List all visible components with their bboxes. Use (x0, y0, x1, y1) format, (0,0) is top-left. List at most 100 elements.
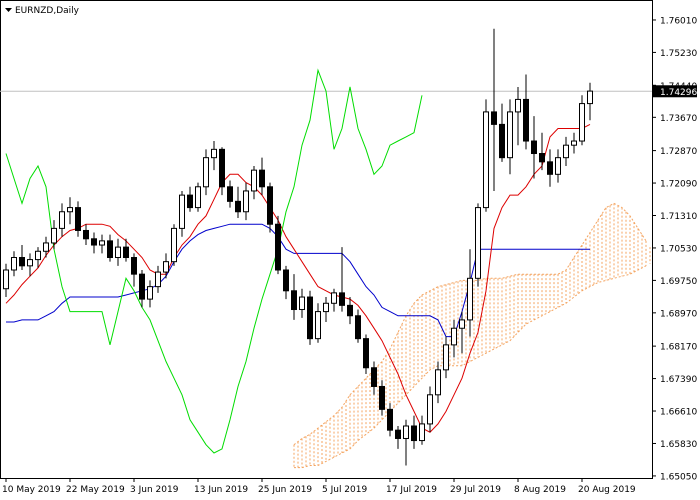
candle (579, 95, 585, 146)
candle-body (91, 238, 97, 246)
candle-body (499, 123, 505, 159)
tenkan-sen-line (5, 123, 591, 433)
candle-body (179, 194, 185, 229)
candle-body (51, 227, 57, 244)
candle-body (315, 311, 321, 340)
candle (275, 215, 281, 275)
candle-body (379, 385, 385, 410)
candle (283, 265, 289, 300)
candle (387, 403, 393, 437)
price-tick-label: 1.68970 (660, 309, 697, 319)
time-tick-label: 17 Jul 2019 (386, 485, 437, 495)
candle (347, 297, 353, 325)
candle-body (155, 271, 161, 288)
candle-body (35, 250, 41, 261)
candle-body (251, 169, 257, 192)
price-tick-label: 1.67390 (660, 375, 697, 385)
candle-body (515, 98, 521, 113)
candle (67, 197, 73, 225)
senkou-span-b (294, 265, 647, 469)
candle (139, 269, 145, 308)
candle-body (451, 327, 457, 346)
candle-body (163, 261, 169, 273)
candle (355, 309, 361, 343)
candle (171, 224, 177, 266)
candle (3, 263, 9, 298)
candle-body (363, 338, 369, 369)
candle-body (243, 190, 249, 213)
candle-body (275, 223, 281, 271)
candle (571, 132, 577, 154)
candle-body (267, 186, 273, 225)
candle (395, 425, 401, 449)
candle-body (475, 207, 481, 279)
candle (539, 132, 545, 171)
candle-body (107, 240, 113, 259)
candle-body (67, 207, 73, 213)
candle (299, 288, 305, 318)
candle-body (467, 277, 473, 321)
candle (211, 141, 217, 171)
time-tick-label: 10 May 2019 (2, 485, 61, 495)
time-tick-label: 22 May 2019 (66, 485, 125, 495)
senkou-span-a (293, 202, 647, 446)
candle (291, 274, 297, 320)
candle-body (283, 269, 289, 292)
candle-body (19, 257, 25, 267)
time-tick-label: 8 Aug 2019 (514, 485, 566, 495)
candle (251, 165, 257, 200)
candle (339, 247, 345, 312)
candle-body (299, 296, 305, 311)
candle (491, 28, 497, 191)
candle (547, 149, 553, 187)
time-axis: 10 May 2019 22 May 2019 3 Jun 2019 13 Jun 2… (2, 478, 636, 495)
candle (483, 99, 489, 212)
candle-body (123, 246, 129, 259)
candle-body (11, 257, 17, 271)
candle (411, 415, 417, 449)
candle-body (187, 194, 193, 209)
time-tick-label: 13 Jun 2019 (194, 485, 248, 495)
candle (315, 303, 321, 343)
candle-body (411, 425, 417, 442)
price-tick-label: 1.65830 (660, 440, 697, 450)
candle (187, 186, 193, 212)
candle (403, 419, 409, 466)
candle-body (203, 157, 209, 188)
candle-body (547, 161, 553, 175)
candle-body (219, 148, 225, 188)
candle (243, 182, 249, 221)
current-price-marker: 1.74296 (653, 85, 697, 98)
time-tick-label: 3 Jun 2019 (130, 485, 179, 495)
candle-body (307, 296, 313, 340)
price-tick-label: 1.71310 (660, 212, 697, 222)
candle-body (507, 111, 513, 159)
candle (363, 334, 369, 374)
candle (563, 136, 569, 166)
candle (75, 201, 81, 237)
candle-body (75, 207, 81, 231)
candles (3, 28, 593, 466)
indicator-lines (5, 68, 591, 454)
symbol-header: EURNZD,Daily (5, 6, 80, 16)
price-tick-label: 1.65050 (660, 472, 697, 482)
candle-body (195, 186, 201, 209)
candle-body (523, 98, 529, 142)
candle-body (227, 186, 233, 202)
price-tick-label: 1.75230 (660, 49, 697, 59)
candle-body (371, 367, 377, 387)
candle-body (131, 257, 137, 275)
candle (371, 361, 377, 395)
candle-body (427, 394, 433, 425)
candle-body (571, 140, 577, 146)
candle-body (115, 246, 121, 259)
candle (195, 182, 201, 212)
candle (227, 180, 233, 208)
candle-body (563, 144, 569, 159)
dropdown-triangle-icon[interactable] (5, 8, 12, 12)
candle (507, 99, 513, 175)
candle-body (491, 111, 497, 125)
candle (131, 253, 137, 287)
